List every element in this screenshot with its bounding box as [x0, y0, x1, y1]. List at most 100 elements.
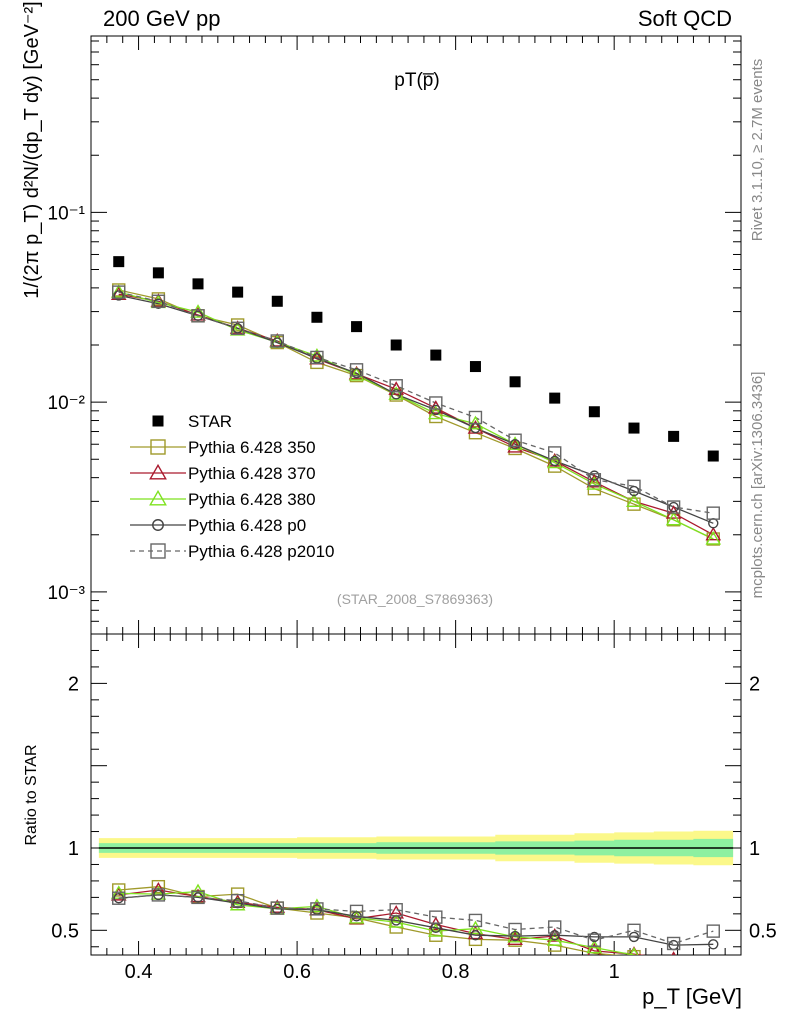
data-point: [349, 363, 364, 377]
ratio-point: [627, 949, 641, 955]
series-line-3: [118, 291, 714, 540]
ratio-axis-label: Ratio to STAR: [23, 744, 40, 845]
ratio-tick-label-right: 1: [749, 838, 760, 860]
ratio-point: [668, 961, 680, 973]
ratio-uncertainty-bands: [98, 830, 734, 866]
series-line-5: [118, 291, 714, 514]
legend-label: Pythia 6.428 350: [188, 438, 316, 457]
header-left: 200 GeV pp: [103, 6, 221, 31]
data-point: [113, 256, 125, 268]
data-point: [151, 294, 166, 308]
ratio-plot-frame: [90, 633, 742, 956]
legend-marker: [150, 439, 166, 455]
data-point: [110, 284, 127, 298]
data-point: [430, 404, 442, 416]
ratio-point: [470, 930, 481, 941]
legend-label: STAR: [188, 412, 232, 431]
ratio-point: [629, 946, 639, 955]
ratio-point: [349, 904, 364, 919]
ratio-line-3: [118, 894, 714, 946]
data-point: [430, 349, 442, 361]
analysis-tag: (STAR_2008_S7869363): [337, 591, 493, 607]
header-right: Soft QCD: [637, 6, 732, 31]
ratio-point: [707, 965, 719, 977]
ratio-tick-label-left: 0.5: [51, 920, 79, 942]
data-point: [230, 321, 245, 335]
data-point: [390, 389, 402, 400]
data-point: [586, 476, 603, 490]
chart-title: pT(p̅): [394, 70, 439, 91]
data-point: [468, 410, 483, 425]
y-tick-label: 10⁻³: [48, 583, 86, 604]
y-tick-label: 10⁻¹: [48, 203, 86, 224]
ratio-point: [310, 902, 324, 916]
data-point: [351, 368, 362, 379]
ratio-line-0: [118, 886, 623, 955]
data-point: [270, 334, 284, 348]
legend-label: Pythia 6.428 p0: [188, 516, 306, 535]
ratio-point: [112, 883, 126, 897]
data-point: [509, 439, 521, 450]
data-point: [153, 298, 164, 309]
data-point: [192, 278, 204, 290]
ratio-point: [587, 942, 602, 955]
legend-marker: [152, 519, 164, 531]
ratio-point: [707, 962, 720, 974]
data-point: [311, 311, 323, 323]
data-point: [587, 473, 602, 487]
ratio-point: [429, 910, 443, 924]
legend-marker: [152, 415, 164, 427]
ratio-point: [589, 931, 600, 943]
ratio-point: [270, 901, 284, 915]
x-tick-label: 1: [609, 961, 620, 983]
ratio-point: [151, 879, 166, 894]
data-point: [508, 433, 522, 447]
ratio-point: [468, 913, 483, 928]
legend-marker: [150, 543, 166, 559]
data-point: [113, 290, 124, 301]
data-point: [705, 526, 722, 541]
data-point: [548, 446, 562, 460]
ratio-point: [151, 888, 166, 902]
data-point: [191, 309, 205, 323]
data-point: [469, 361, 481, 373]
data-point: [589, 470, 600, 481]
ratio-point: [671, 951, 676, 955]
data-point: [152, 267, 164, 279]
ratio-point: [389, 903, 403, 917]
ratio-point: [110, 886, 127, 901]
ratio-tick-label-right: 2: [749, 673, 760, 695]
legend-marker: [149, 489, 167, 506]
data-point: [509, 376, 521, 388]
ratio-tick-label-right: 0.5: [749, 920, 777, 942]
data-point: [627, 479, 641, 494]
data-point: [705, 530, 722, 545]
legend-label: Pythia 6.428 380: [188, 490, 316, 509]
ratio-series-group: [110, 879, 720, 977]
x-tick-label: 0.4: [125, 961, 153, 983]
ratio-point: [191, 890, 205, 905]
ratio-point: [153, 889, 164, 901]
data-point: [588, 406, 600, 418]
x-tick-label: 0.6: [283, 961, 311, 983]
ratio-point: [112, 891, 126, 905]
data-point: [706, 506, 720, 520]
data-point: [348, 366, 365, 381]
ratio-point: [388, 905, 404, 919]
rivet-label: Rivet 3.1.10, ≥ 2.7M events: [749, 59, 766, 242]
ratio-point: [309, 898, 325, 913]
ratio-point: [549, 930, 560, 941]
data-point: [390, 339, 402, 351]
data-point: [546, 454, 563, 469]
data-point: [626, 493, 642, 508]
legend-label: Pythia 6.428 370: [188, 464, 316, 483]
ratio-point: [230, 893, 245, 908]
data-point: [192, 310, 204, 322]
ratio-tick-label-left: 1: [68, 838, 79, 860]
ratio-point: [708, 939, 719, 950]
ratio-point: [667, 957, 680, 969]
ratio-point: [707, 957, 720, 969]
data-point: [707, 450, 719, 462]
ratio-point: [548, 920, 562, 934]
